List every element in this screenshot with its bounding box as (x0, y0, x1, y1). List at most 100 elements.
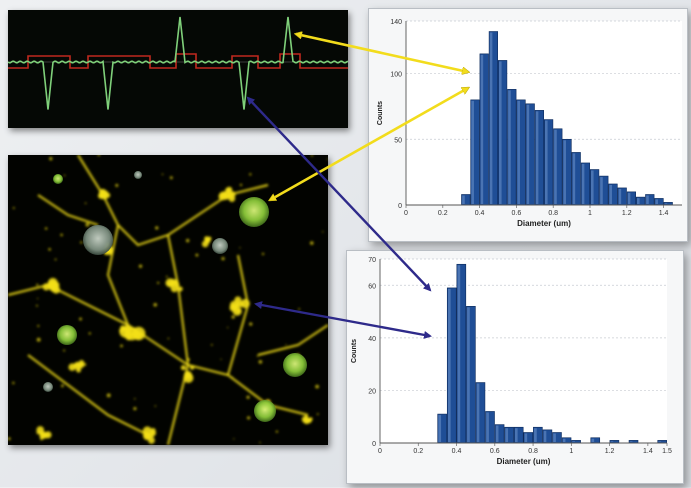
particle-dot (169, 176, 173, 180)
particle-dot (210, 344, 213, 346)
histogram-bar-highlight (637, 198, 640, 204)
particle-dot (275, 430, 279, 433)
signal-trace-plot (7, 16, 349, 110)
particle-dot (106, 393, 111, 398)
fluorescent-bead (43, 382, 53, 392)
histogram-bar-highlight (476, 383, 480, 442)
histogram-bar-highlight (664, 203, 668, 204)
x-tick-label: 0.6 (490, 448, 500, 455)
particle-dot (155, 226, 159, 230)
particle-blob (150, 430, 157, 436)
particle-dot (120, 344, 123, 348)
y-tick-label: 50 (394, 137, 402, 144)
particle-dot (239, 247, 241, 249)
particle-blob (148, 436, 155, 444)
particle-dot (326, 158, 329, 160)
particle-dot (246, 395, 250, 399)
histogram-bar-highlight (517, 100, 520, 204)
particle-dot (167, 337, 170, 340)
particle-dot (258, 360, 263, 364)
fluorescent-bead (212, 238, 228, 254)
particle-strand (37, 194, 99, 227)
y-tick-label: 0 (398, 203, 402, 210)
particle-dot (37, 324, 40, 328)
y-tick-label: 140 (390, 19, 402, 26)
histogram-bar-highlight (572, 153, 576, 204)
histogram-top-x-axis-label: Diameter (um) (517, 219, 571, 228)
histogram-bar-highlight (563, 140, 566, 204)
particle-dot (80, 241, 83, 244)
particle-dot (49, 157, 53, 161)
particle-dot (83, 363, 87, 366)
histogram-bar-highlight (553, 433, 556, 442)
x-tick-label: 0.4 (452, 448, 462, 455)
particle-dot (154, 405, 157, 407)
particle-blob (39, 431, 44, 436)
particle-dot (231, 376, 233, 378)
particle-blob (173, 279, 179, 285)
particle-dot (249, 322, 253, 326)
particle-dot (298, 308, 301, 311)
particle-dot (316, 413, 319, 416)
particle-dot (220, 358, 222, 360)
histogram-bar-highlight (543, 430, 547, 442)
particle-dot (233, 438, 235, 440)
particle-dot (12, 206, 15, 209)
histogram-bar-highlight (480, 54, 484, 204)
histogram-bar-highlight (610, 441, 614, 442)
y-tick-label: 60 (368, 283, 376, 290)
particle-dot (36, 304, 38, 307)
particle-blob (102, 190, 109, 196)
histogram-bar-highlight (591, 170, 594, 204)
particle-blob (73, 362, 81, 370)
particle-dot (165, 275, 168, 278)
particle-blob (44, 431, 52, 439)
histogram-bar-highlight (609, 184, 612, 204)
histogram-bar-highlight (658, 441, 662, 442)
particle-dot (36, 337, 41, 342)
fluorescent-bead (57, 325, 77, 345)
particle-dot (285, 344, 287, 346)
histogram-bar-highlight (467, 307, 470, 442)
plot-area (380, 259, 667, 443)
histogram-bar-highlight (581, 163, 585, 204)
particle-dot (231, 315, 235, 319)
particle-dot (322, 231, 324, 233)
histogram-bar-highlight (629, 441, 633, 442)
particle-blob (76, 367, 82, 373)
histogram-bar-highlight (486, 412, 489, 442)
x-tick-label: 1.5 (662, 448, 672, 455)
particle-dot (36, 297, 39, 300)
particle-blob (225, 187, 231, 194)
particle-blob (204, 236, 209, 240)
particle-dot (227, 326, 229, 329)
particle-dot (315, 384, 320, 389)
particle-dot (246, 416, 251, 420)
particle-blob (169, 281, 175, 287)
histogram-bottom-bars (437, 263, 668, 444)
x-tick-label: 1.2 (605, 448, 615, 455)
particle-dot (161, 173, 164, 176)
particle-dot (185, 238, 190, 243)
x-tick-label: 0 (404, 210, 408, 217)
particle-blob (221, 191, 227, 197)
histogram-bar-highlight (562, 438, 566, 442)
particle-dot (97, 153, 101, 157)
signal-trace-panel (7, 10, 349, 128)
particle-blob (142, 426, 152, 436)
particle-dot (138, 264, 143, 268)
particle-dot (309, 241, 314, 245)
particle-dot (165, 282, 169, 285)
fluorescent-bead (239, 197, 269, 227)
particle-dot (115, 183, 119, 187)
particle-blob (125, 327, 139, 341)
x-tick-label: 0 (378, 448, 382, 455)
x-tick-label: 0.6 (512, 210, 522, 217)
y-tick-label: 20 (368, 388, 376, 395)
particle-dot (88, 332, 91, 335)
particle-dot (133, 406, 137, 411)
bead-layer (43, 171, 307, 422)
x-tick-label: 0.4 (475, 210, 485, 217)
red-signal-trace (8, 53, 348, 69)
particle-blob (78, 359, 85, 366)
